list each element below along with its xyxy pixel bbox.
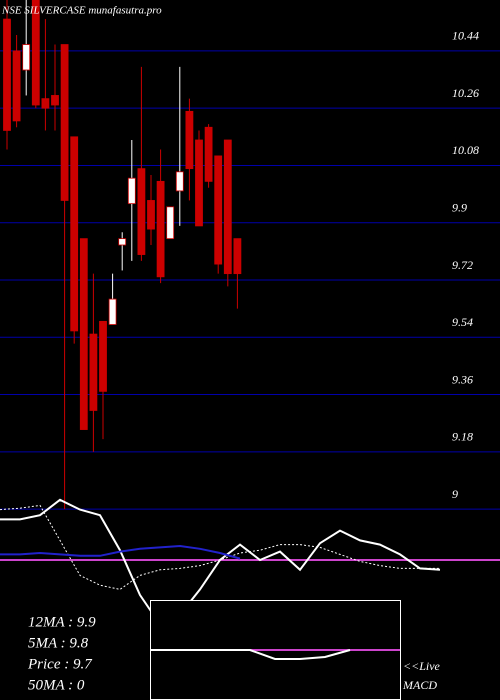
macd-label: MACD [402,678,437,692]
chart-title: NSE SILVERCASE munafasutra.pro [1,5,162,17]
candle-body [156,180,165,278]
candle-body [12,50,21,122]
candle-body [137,168,146,255]
candle-body [166,206,175,240]
macd-label: <<Live [403,659,441,673]
y-tick-label: 9 [452,487,458,501]
candle-body [70,136,79,332]
candle-body [233,238,242,275]
candle-body [3,18,11,131]
indicator-label: 5MA : 9.8 [28,635,89,651]
candle-body [60,44,69,201]
candle-body [41,98,50,109]
y-tick-label: 9.54 [452,315,473,329]
candle-body [89,333,98,411]
candle-body [79,238,88,430]
y-tick-label: 10.26 [452,86,479,100]
candle-body [223,139,232,275]
candle-body [214,155,223,265]
candle-body [175,171,184,192]
candle-body [99,320,107,392]
candle-body [204,126,213,182]
candle-body [147,200,155,230]
candle-body [118,238,127,246]
candle-body [108,298,117,325]
y-tick-label: 9.9 [452,200,467,214]
y-tick-label: 9.18 [452,430,473,444]
indicator-label: 12MA : 9.9 [28,614,96,630]
y-tick-label: 10.08 [452,143,479,157]
indicator-label: 50MA : 0 [28,677,85,693]
indicator-label: Price : 9.7 [27,656,93,672]
candle-body [22,44,31,71]
indicator-line [0,544,241,560]
indicator-line [0,504,440,590]
candle-body [127,177,136,205]
indicator-line [150,649,351,660]
y-tick-label: 10.44 [452,29,479,43]
candle-body [51,95,59,106]
candle-body [195,139,203,227]
candle-body [31,0,40,106]
y-tick-label: 9.36 [452,372,473,386]
candle-body [185,110,194,170]
y-tick-label: 9.72 [452,258,473,272]
